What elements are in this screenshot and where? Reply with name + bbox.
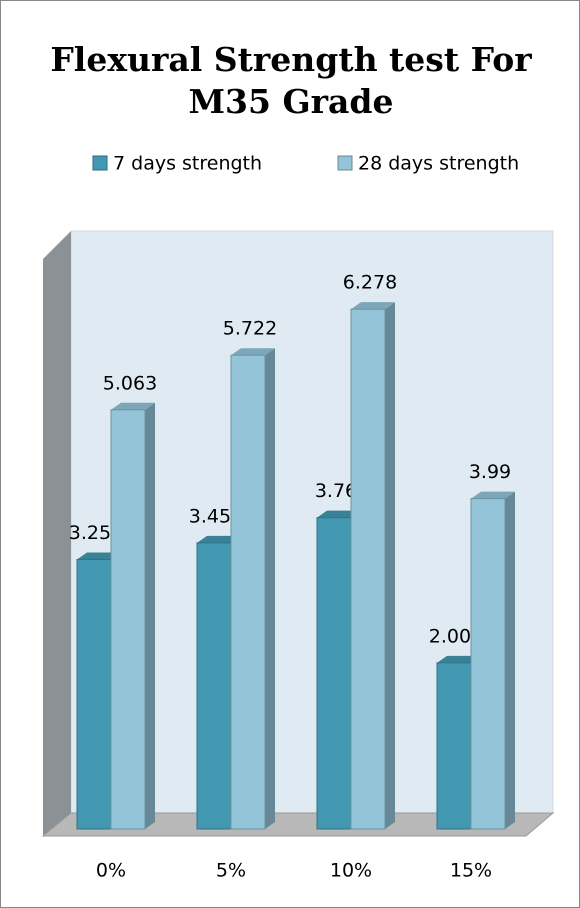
bar-top xyxy=(77,552,121,560)
data-label: 3.76 xyxy=(315,480,357,502)
bar-top xyxy=(471,491,515,499)
bar xyxy=(110,402,155,830)
bar-side xyxy=(265,348,275,829)
bar-front xyxy=(316,517,352,830)
x-tick-label: 0% xyxy=(96,860,126,882)
legend-swatch xyxy=(92,155,108,171)
legend-label: 7 days strength xyxy=(113,153,262,175)
bar xyxy=(470,491,515,830)
bar-side xyxy=(505,491,515,829)
bar-front xyxy=(230,354,266,830)
bar xyxy=(230,348,275,830)
bar-front xyxy=(196,542,232,830)
bar-top xyxy=(351,302,395,310)
bar-front xyxy=(350,308,386,830)
bar-side xyxy=(145,402,155,829)
legend-label: 28 days strength xyxy=(358,153,519,175)
bar-front xyxy=(436,662,472,830)
bar-top xyxy=(111,402,155,410)
x-tick-label: 15% xyxy=(450,860,492,882)
data-label: 3.456 xyxy=(189,505,243,527)
bar-top xyxy=(197,535,241,543)
side-wall xyxy=(43,231,71,836)
bar-front xyxy=(110,409,146,830)
data-label: 3.255 xyxy=(69,522,123,544)
data-label: 3.99 xyxy=(469,461,511,483)
bar-front xyxy=(470,498,506,830)
chart-title: Flexural Strength test For M35 Grade xyxy=(50,40,532,121)
x-tick-label: 5% xyxy=(216,860,246,882)
data-label: 2.007 xyxy=(429,625,483,647)
bar-front xyxy=(76,558,112,830)
bar-top xyxy=(317,510,361,518)
floor xyxy=(41,812,555,837)
x-tick-label: 10% xyxy=(330,860,372,882)
data-label: 5.722 xyxy=(223,318,277,340)
legend-swatch xyxy=(337,155,353,171)
data-label: 5.063 xyxy=(103,372,157,394)
bar-top xyxy=(231,348,275,356)
data-label: 6.278 xyxy=(343,272,397,294)
bar-top xyxy=(437,655,481,663)
bar-side xyxy=(385,302,395,829)
bar xyxy=(350,302,395,830)
